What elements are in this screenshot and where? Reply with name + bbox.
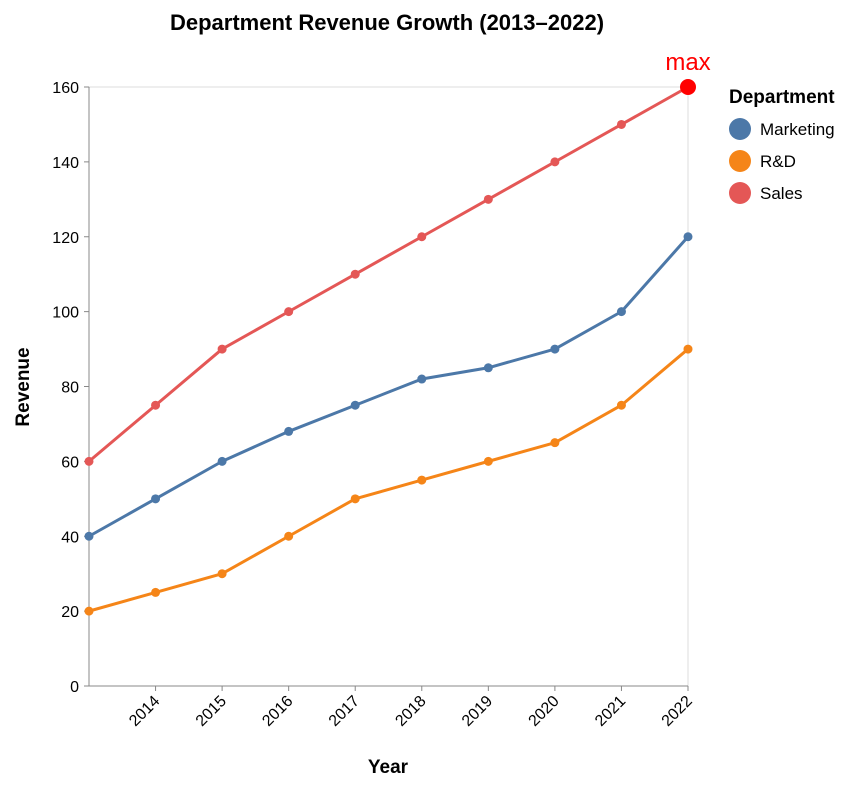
x-axis-title: Year — [368, 757, 409, 778]
x-tick-label: 2018 — [392, 693, 429, 730]
legend: Department Marketing R&D Sales — [729, 87, 835, 204]
data-point-r-d — [417, 475, 427, 485]
data-point-marketing — [84, 531, 94, 541]
legend-swatch-sales — [729, 182, 751, 204]
y-tick-label: 140 — [52, 155, 79, 172]
data-point-r-d — [284, 531, 294, 541]
y-tick-label: 80 — [61, 380, 79, 397]
data-point-r-d — [217, 569, 227, 579]
data-point-sales — [616, 119, 626, 129]
y-tick-label: 60 — [61, 454, 79, 471]
x-tick-label: 2022 — [659, 693, 696, 730]
max-annotation-label: max — [665, 49, 710, 76]
data-point-marketing — [151, 494, 161, 504]
data-point-r-d — [683, 344, 693, 354]
series-line-r-d — [87, 347, 690, 613]
legend-swatch-r-d — [729, 150, 751, 172]
data-point-sales — [284, 307, 294, 317]
x-tick-label: 2015 — [193, 693, 230, 730]
legend-title: Department — [729, 87, 835, 108]
data-point-marketing — [350, 400, 360, 410]
data-point-sales — [417, 232, 427, 242]
legend-label-r-d: R&D — [760, 152, 796, 171]
data-point-marketing — [417, 374, 427, 384]
data-point-marketing — [483, 363, 493, 373]
y-tick-label: 100 — [52, 305, 79, 322]
y-tick-label: 160 — [52, 80, 79, 97]
x-tick-label: 2019 — [459, 693, 496, 730]
x-tick-label: 2017 — [326, 693, 363, 730]
legend-label-sales: Sales — [760, 184, 803, 203]
x-tick-label: 2014 — [126, 693, 163, 730]
x-tick-label: 2016 — [259, 693, 296, 730]
data-point-sales — [217, 344, 227, 354]
data-point-marketing — [550, 344, 560, 354]
data-point-marketing — [284, 426, 294, 436]
y-tick-label: 0 — [70, 679, 79, 696]
series-line-marketing — [87, 235, 690, 538]
data-point-sales — [84, 456, 94, 466]
y-tick-label: 120 — [52, 230, 79, 247]
y-axis-title: Revenue — [13, 347, 34, 426]
x-tick-label: 2020 — [526, 693, 563, 730]
legend-label-marketing: Marketing — [760, 120, 835, 139]
data-point-marketing — [616, 307, 626, 317]
data-point-sales — [350, 269, 360, 279]
chart-title: Department Revenue Growth (2013–2022) — [170, 10, 604, 35]
data-point-sales — [550, 157, 560, 167]
plot-area: 0 20 40 60 80 100 120 140 160 2014 2015 2016 2017 201… — [52, 49, 710, 730]
data-point-r-d — [550, 438, 560, 448]
data-point-r-d — [151, 587, 161, 597]
data-point-r-d — [616, 400, 626, 410]
y-tick-label: 20 — [61, 604, 79, 621]
max-marker — [680, 79, 696, 95]
data-point-sales — [483, 194, 493, 204]
legend-swatch-marketing — [729, 118, 751, 140]
y-tick-label: 40 — [61, 529, 79, 546]
data-point-marketing — [683, 232, 693, 242]
data-point-sales — [151, 400, 161, 410]
data-point-r-d — [84, 606, 94, 616]
data-point-r-d — [350, 494, 360, 504]
x-tick-label: 2021 — [592, 693, 629, 730]
series-line-sales — [87, 85, 690, 463]
data-point-marketing — [217, 456, 227, 466]
data-point-r-d — [483, 456, 493, 466]
